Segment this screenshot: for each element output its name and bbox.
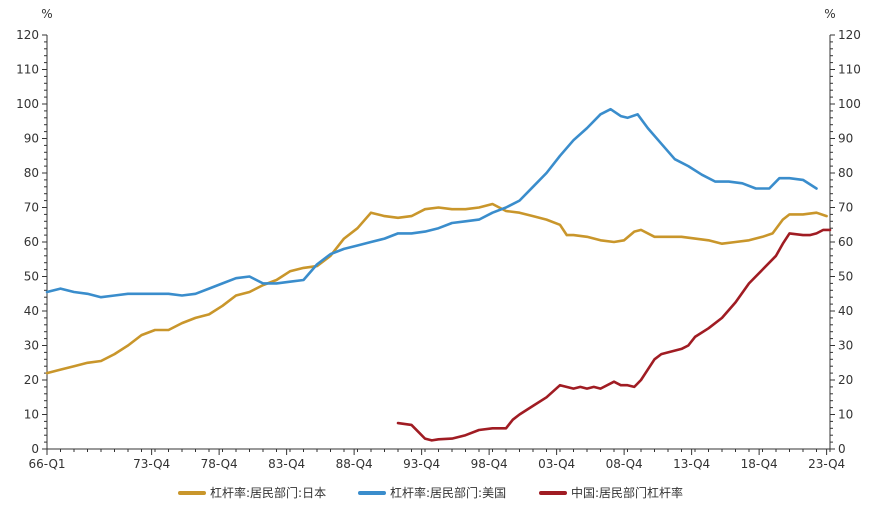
left-y-tick-label: 30 — [24, 339, 39, 353]
x-tick-label: 98-Q4 — [471, 457, 508, 471]
right-y-tick-label: 70 — [838, 201, 853, 215]
left-y-tick-label: 20 — [24, 373, 39, 387]
right-y-tick-label: 40 — [838, 304, 853, 318]
legend-label-3: 中国:居民部门杠杆率 — [571, 485, 683, 500]
x-tick-label: 23-Q4 — [808, 457, 845, 471]
right-y-tick-label: 100 — [838, 97, 861, 111]
left-y-tick-label: 10 — [24, 408, 39, 422]
right-y-tick-label: 90 — [838, 132, 853, 146]
left-y-tick-label: 120 — [16, 28, 39, 42]
left-y-tick-label: 80 — [24, 166, 39, 180]
legend-label-2: 杠杆率:居民部门:美国 — [390, 485, 506, 500]
left-y-axis: 0 10 20 30 40 50 60 70 80 90 100 110 120 — [16, 28, 48, 456]
legend-label-1: 杠杆率:居民部门:日本 — [210, 485, 326, 500]
right-y-tick-label: 80 — [838, 166, 853, 180]
right-y-axis: 0 10 20 30 40 50 60 70 80 90 100 110 120 — [829, 28, 861, 456]
chart-legend: 杠杆率:居民部门:日本 杠杆率:居民部门:美国 中国:居民部门杠杆率 — [178, 485, 683, 500]
right-y-tick-label: 0 — [838, 442, 846, 456]
series-layer — [45, 107, 832, 442]
x-tick-label: 73-Q4 — [133, 457, 170, 471]
left-y-tick-label: 0 — [31, 442, 39, 456]
right-y-tick-label: 50 — [838, 270, 853, 284]
x-axis: 66-Q1 73-Q4 78-Q4 83-Q4 88-Q4 93-Q4 98-Q4 03-Q4… — [28, 448, 845, 471]
right-axis-unit: % — [824, 7, 835, 21]
left-y-tick-label: 40 — [24, 304, 39, 318]
right-y-tick-label: 30 — [838, 339, 853, 353]
x-tick-label: 13-Q4 — [673, 457, 710, 471]
x-tick-label: 83-Q4 — [268, 457, 305, 471]
right-y-tick-label: 110 — [838, 63, 861, 77]
series-line-1 — [45, 202, 828, 375]
x-tick-label: 88-Q4 — [336, 457, 373, 471]
left-y-tick-label: 60 — [24, 235, 39, 249]
left-y-tick-label: 50 — [24, 270, 39, 284]
right-y-tick-label: 120 — [838, 28, 861, 42]
left-axis-unit: % — [41, 7, 52, 21]
right-y-tick-label: 10 — [838, 408, 853, 422]
left-y-tick-label: 90 — [24, 132, 39, 146]
series-line-2 — [45, 107, 818, 299]
left-y-tick-label: 110 — [16, 63, 39, 77]
series-line-3 — [396, 228, 832, 442]
right-y-tick-label: 60 — [838, 235, 853, 249]
left-y-tick-label: 70 — [24, 201, 39, 215]
x-tick-label: 66-Q1 — [28, 457, 65, 471]
x-tick-label: 18-Q4 — [741, 457, 778, 471]
x-tick-label: 08-Q4 — [606, 457, 643, 471]
x-tick-label: 78-Q4 — [201, 457, 238, 471]
left-y-tick-label: 100 — [16, 97, 39, 111]
x-tick-label: 93-Q4 — [403, 457, 440, 471]
right-y-tick-label: 20 — [838, 373, 853, 387]
x-tick-label: 03-Q4 — [538, 457, 575, 471]
